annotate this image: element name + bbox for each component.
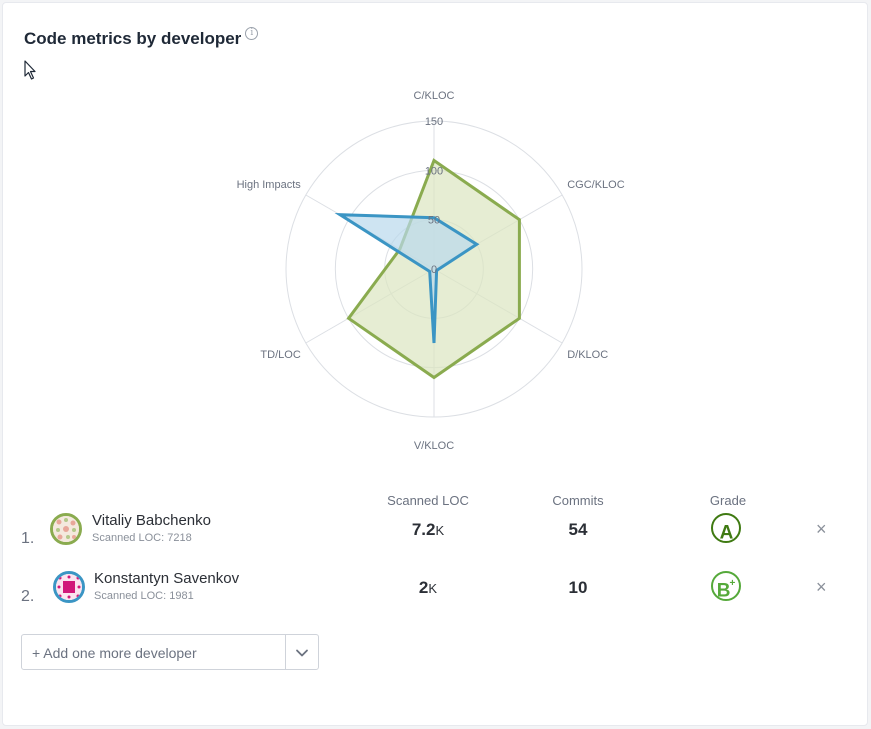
commits-value: 54 <box>568 520 588 539</box>
scanned-loc-value: 2K <box>418 578 438 597</box>
info-icon[interactable]: i <box>245 27 259 40</box>
avatar <box>53 571 85 603</box>
developer-scanned-loc: Scanned LOC: 1981 <box>94 590 194 602</box>
avatar-pattern-icon <box>53 516 79 542</box>
row-rank: 2. <box>21 588 35 605</box>
row-rank: 1. <box>21 530 35 547</box>
table-row: 1. Vitaliy Babchenko Scanned LOC: 7218 7… <box>0 508 866 558</box>
radar-axis-label: TD/LOC <box>260 349 300 361</box>
chevron-down-icon[interactable] <box>295 646 309 660</box>
developer-name[interactable]: Vitaliy Babchenko <box>92 512 211 529</box>
radar-ring-label: 150 <box>425 116 443 128</box>
radar-series-polygon <box>334 213 480 344</box>
mouse-cursor-icon <box>24 60 36 80</box>
radar-ring-label: 0 <box>431 264 437 276</box>
add-developer-dropdown[interactable]: + Add one more developer <box>21 634 319 670</box>
grade-badge: A <box>711 513 741 543</box>
commits-value: 10 <box>568 578 588 597</box>
column-header-grade: Grade <box>709 493 747 508</box>
scanned-loc-value: 7.2K <box>411 520 445 539</box>
developer-name[interactable]: Konstantyn Savenkov <box>94 570 240 587</box>
radar-axis-label: D/KLOC <box>567 349 608 361</box>
radar-ring-label: 50 <box>428 215 440 227</box>
widget-title: Code metrics by developer i <box>24 27 259 49</box>
grade-badge: B+ <box>711 571 741 601</box>
radar-axis-label: V/KLOC <box>414 440 454 452</box>
column-header-commits: Commits <box>552 493 604 508</box>
divider <box>285 635 286 669</box>
radar-ring-label: 100 <box>425 165 443 177</box>
remove-developer-button[interactable]: × <box>816 519 827 539</box>
avatar-pattern-icon <box>56 574 82 600</box>
remove-developer-button[interactable]: × <box>816 577 827 597</box>
widget-title-text: Code metrics by developer <box>24 29 242 48</box>
avatar <box>50 513 82 545</box>
radar-axis-label: CGC/KLOC <box>567 179 625 191</box>
column-header-scanned-loc: Scanned LOC <box>387 493 469 508</box>
developer-scanned-loc: Scanned LOC: 7218 <box>92 532 192 544</box>
radar-axis-label: C/KLOC <box>414 90 455 102</box>
add-developer-input[interactable]: + Add one more developer <box>32 645 197 661</box>
radar-axis-label: High Impacts <box>237 179 302 191</box>
table-row: 2. Konstantyn Savenkov Scanned LOC: 1981… <box>0 566 866 616</box>
